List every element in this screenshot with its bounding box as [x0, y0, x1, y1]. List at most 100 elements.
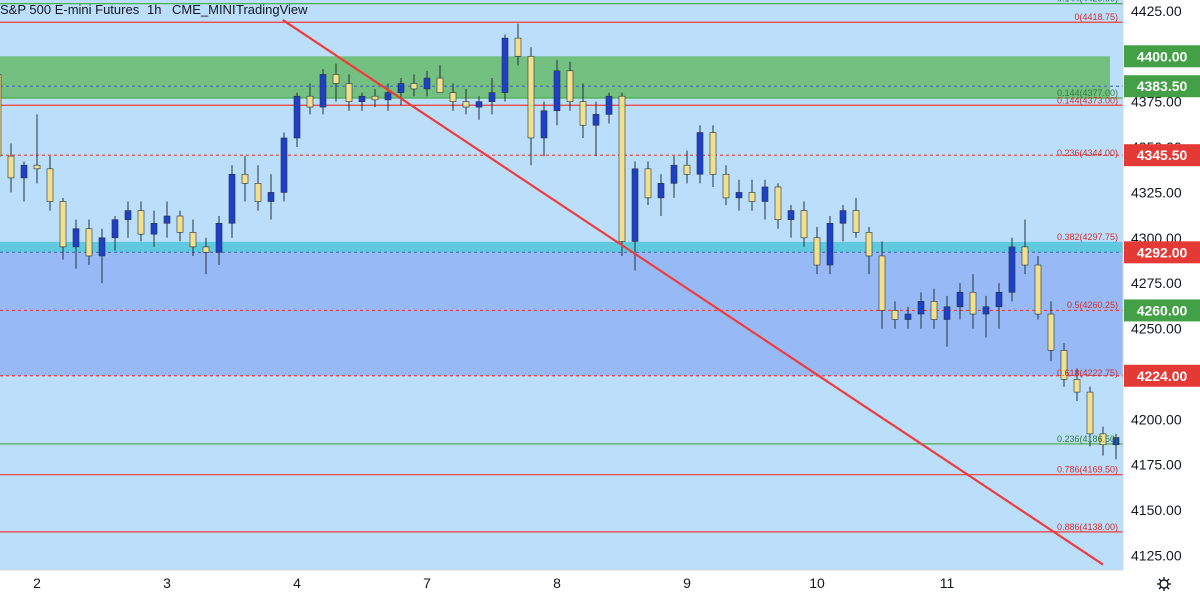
candle[interactable] [462, 101, 470, 108]
candle[interactable] [748, 192, 756, 202]
candle[interactable] [241, 173, 249, 184]
candle[interactable] [397, 83, 405, 93]
candle[interactable] [995, 291, 1003, 308]
candle[interactable] [1060, 350, 1068, 380]
candle[interactable] [1073, 379, 1081, 393]
candle[interactable] [761, 186, 769, 202]
candle[interactable] [1021, 246, 1029, 266]
candle[interactable] [20, 164, 28, 179]
candle[interactable] [696, 132, 704, 175]
price-tag-label: 4345.50 [1137, 147, 1188, 163]
candle[interactable] [319, 74, 327, 108]
candle[interactable] [904, 313, 912, 320]
candle[interactable] [1086, 391, 1094, 435]
candle[interactable] [787, 210, 795, 220]
x-tick-label: 2 [33, 575, 41, 591]
candle[interactable] [176, 215, 184, 233]
y-tick-label: 4425.00 [1131, 3, 1182, 19]
candle[interactable] [371, 95, 379, 101]
price-tag [1124, 144, 1200, 167]
candle[interactable] [826, 222, 834, 266]
candle[interactable] [111, 219, 119, 239]
candle[interactable] [72, 228, 80, 248]
candle[interactable] [345, 83, 353, 102]
candle[interactable] [1099, 433, 1107, 446]
candle[interactable] [410, 83, 418, 90]
candle[interactable] [1034, 264, 1042, 315]
candle[interactable] [644, 168, 652, 199]
candle[interactable] [1047, 313, 1055, 351]
candle[interactable] [228, 173, 236, 224]
candle[interactable] [852, 210, 860, 233]
candle[interactable] [982, 306, 990, 315]
candle[interactable] [215, 222, 223, 253]
candle[interactable] [865, 232, 873, 257]
candle[interactable] [566, 70, 574, 102]
candle[interactable] [163, 215, 171, 224]
candle[interactable] [306, 95, 314, 108]
candle[interactable] [189, 232, 197, 248]
candle[interactable] [423, 77, 431, 90]
candle[interactable] [46, 168, 54, 202]
candle[interactable] [956, 291, 964, 308]
candle[interactable] [540, 110, 548, 139]
candle[interactable] [930, 301, 938, 320]
candle[interactable] [7, 155, 15, 179]
candle[interactable] [124, 210, 132, 220]
candle[interactable] [670, 164, 678, 184]
candle[interactable] [839, 210, 847, 224]
candle[interactable] [969, 291, 977, 315]
y-tick-label: 4125.00 [1131, 547, 1182, 563]
candle[interactable] [657, 183, 665, 199]
candle[interactable] [774, 186, 782, 220]
price-tag [1124, 241, 1200, 264]
candle[interactable] [98, 237, 106, 257]
x-tick-label: 10 [809, 575, 825, 591]
candle[interactable] [488, 92, 496, 102]
candle[interactable] [150, 222, 158, 235]
candle[interactable] [137, 210, 145, 235]
candle[interactable] [553, 70, 561, 112]
price-axis[interactable] [1123, 0, 1200, 597]
candle[interactable] [449, 92, 457, 102]
candle[interactable] [514, 37, 522, 57]
candle[interactable] [267, 192, 275, 202]
candle[interactable] [592, 114, 600, 126]
candle[interactable] [683, 164, 691, 175]
time-axis[interactable] [0, 570, 1123, 597]
exchange-label: CME_MINI [172, 2, 236, 17]
candle[interactable] [0, 74, 2, 157]
candle[interactable] [384, 92, 392, 101]
candle[interactable] [475, 101, 483, 108]
fib-label: 0.5(4260.25) [1067, 300, 1118, 310]
candle[interactable] [943, 306, 951, 320]
candle[interactable] [631, 168, 639, 242]
candle[interactable] [501, 37, 509, 93]
candle[interactable] [280, 137, 288, 193]
candle[interactable] [33, 164, 41, 170]
candle[interactable] [579, 101, 587, 126]
candle[interactable] [735, 192, 743, 199]
candle[interactable] [878, 255, 886, 311]
candle[interactable] [813, 237, 821, 266]
candle[interactable] [332, 74, 340, 84]
candle[interactable] [527, 55, 535, 139]
candle[interactable] [1112, 437, 1120, 446]
candle[interactable] [293, 95, 301, 139]
settings-gear-icon[interactable] [1157, 577, 1171, 591]
candle[interactable] [917, 301, 925, 315]
candle[interactable] [1008, 246, 1016, 293]
candle[interactable] [722, 173, 730, 199]
candle[interactable] [800, 210, 808, 239]
candle[interactable] [358, 95, 366, 102]
candle[interactable] [85, 228, 93, 257]
candle[interactable] [618, 95, 626, 242]
candle[interactable] [709, 132, 717, 175]
candle[interactable] [436, 77, 444, 93]
candle[interactable] [59, 201, 67, 248]
candle[interactable] [891, 310, 899, 320]
candle[interactable] [605, 95, 613, 115]
candle[interactable] [254, 183, 262, 202]
candle[interactable] [202, 246, 210, 253]
